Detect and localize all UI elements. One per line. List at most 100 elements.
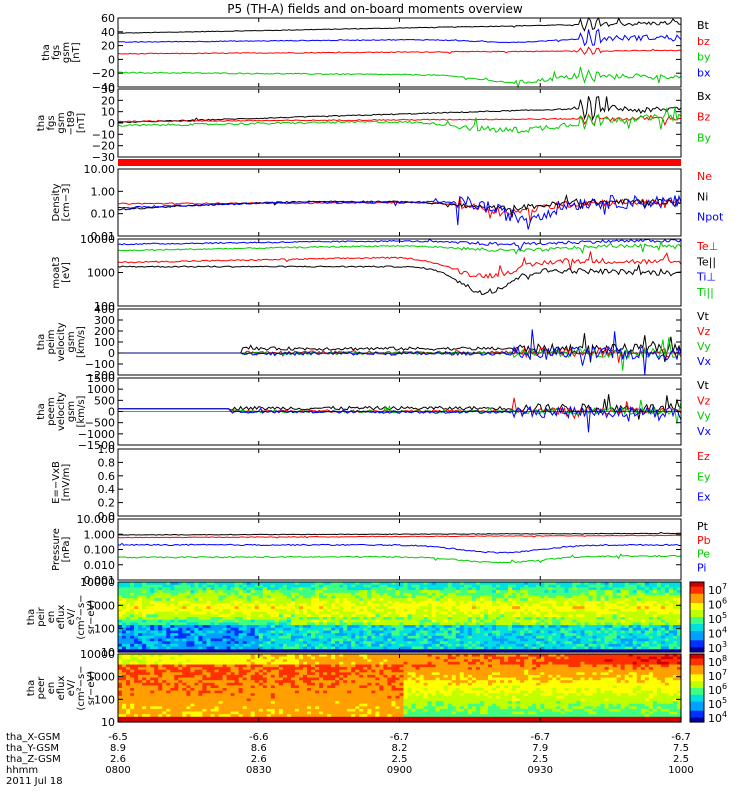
- spectrogram-cell: [572, 622, 577, 626]
- spectrogram-cell: [186, 698, 191, 702]
- spectrogram-cell: [451, 587, 457, 591]
- spectrogram-cell: [230, 646, 236, 650]
- spectrogram-cell: [238, 680, 244, 684]
- spectrogram-cell: [580, 584, 586, 588]
- spectrogram-cell: [122, 719, 127, 723]
- spectrogram-cell: [214, 661, 220, 665]
- spectrogram-cell: [182, 708, 187, 713]
- spectrogram-cell: [138, 711, 143, 715]
- spectrogram-cell: [612, 598, 618, 602]
- spectrogram-cell: [174, 582, 179, 586]
- spectrogram-cell: [403, 606, 409, 610]
- spectrogram-cell: [508, 630, 513, 634]
- spectrogram-cell: [198, 698, 203, 702]
- spectrogram-cell: [130, 716, 135, 720]
- spectrogram-cell: [451, 641, 457, 645]
- spectrogram-cell: [668, 606, 674, 610]
- spectrogram-cell: [230, 603, 236, 607]
- spectrogram-cell: [126, 719, 131, 723]
- spectrogram-cell: [359, 587, 364, 591]
- spectrogram-cell: [315, 600, 320, 605]
- spectrogram-cell: [479, 619, 485, 623]
- spectrogram-cell: [475, 617, 481, 621]
- colorbar-segment: [690, 624, 704, 627]
- y-tick-label: 400: [94, 303, 115, 316]
- spectrogram-cell: [677, 582, 682, 586]
- spectrogram-cell: [166, 667, 171, 671]
- spectrogram-cell: [158, 619, 163, 623]
- spectrogram-cell: [383, 582, 388, 586]
- spectrogram-cell: [556, 635, 561, 640]
- spectrogram-cell: [238, 654, 244, 658]
- spectrogram-cell: [142, 654, 147, 658]
- spectrogram-cell: [303, 600, 308, 605]
- spectrogram-cell: [290, 633, 296, 637]
- spectrogram-cell: [154, 672, 159, 676]
- colorbar-tick-label: 107: [708, 582, 727, 597]
- spectrogram-cell: [604, 592, 610, 597]
- spectrogram-cell: [512, 595, 517, 599]
- spectrogram-cell: [399, 619, 405, 623]
- spectrogram-cell: [319, 606, 324, 610]
- spectrogram-cell: [198, 603, 203, 607]
- spectrogram-cell: [532, 630, 537, 634]
- spectrogram-cell: [451, 633, 457, 637]
- spectrogram-cell: [383, 619, 388, 623]
- spectrogram-cell: [612, 582, 618, 586]
- spectrogram-cell: [170, 672, 175, 676]
- spectrogram-cell: [673, 641, 678, 645]
- spectrogram-cell: [154, 627, 159, 632]
- spectrogram-cell: [580, 595, 586, 599]
- spectrogram-cell: [166, 677, 171, 681]
- spectrogram-cell: [677, 611, 682, 615]
- spectrogram-cell: [262, 595, 268, 599]
- spectrogram-cell: [214, 677, 220, 681]
- spectrogram-cell: [588, 584, 594, 588]
- spectrogram-cell: [118, 693, 123, 697]
- spectrogram-cell: [419, 633, 425, 637]
- spectrogram-cell: [463, 582, 469, 586]
- spectrogram-cell: [632, 630, 638, 634]
- spectrogram-cell: [399, 627, 405, 632]
- spectrogram-cell: [516, 606, 521, 610]
- spectrogram-cell: [471, 600, 477, 605]
- spectrogram-cell: [343, 638, 348, 642]
- spectrogram-cell: [138, 667, 143, 671]
- spectrogram-cell: [564, 608, 569, 613]
- spectrogram-cell: [178, 635, 183, 640]
- spectrogram-cell: [536, 595, 541, 599]
- spectrogram-cell: [584, 646, 590, 650]
- spectrogram-cell: [250, 667, 256, 671]
- spectrogram-cell: [238, 659, 244, 663]
- spectrogram-cell: [294, 622, 300, 626]
- spectrogram-cell: [126, 611, 131, 615]
- spectrogram-cell: [379, 635, 384, 640]
- spectrogram-cell: [628, 617, 634, 621]
- spectrogram-cell: [572, 643, 577, 648]
- spectrogram-cell: [612, 641, 618, 645]
- spectrogram-cell: [214, 711, 220, 715]
- spectrogram-cell: [612, 603, 618, 607]
- spectrogram-cell: [270, 622, 276, 626]
- spectrogram-cell: [299, 590, 304, 594]
- spectrogram-cell: [246, 672, 252, 676]
- spectrogram-cell: [130, 584, 135, 588]
- spectrogram-cell: [592, 627, 598, 632]
- spectrogram-cell: [576, 584, 581, 588]
- spectrogram-cell: [664, 630, 670, 634]
- spectrogram-cell: [459, 587, 465, 591]
- spectrogram-cell: [246, 680, 252, 684]
- spectrogram-cell: [290, 619, 296, 623]
- spectrogram-cell: [282, 646, 288, 650]
- spectrogram-cell: [463, 606, 469, 610]
- spectrogram-cell: [580, 627, 586, 632]
- spectrogram-cell: [419, 627, 425, 632]
- spectrogram-cell: [564, 606, 569, 610]
- spectrogram-cell: [182, 680, 187, 684]
- spectrogram-cell: [194, 690, 199, 694]
- spectrogram-cell: [467, 608, 473, 613]
- spectrogram-cell: [496, 622, 501, 626]
- spectrogram-cell: [234, 716, 240, 720]
- spectrogram-cell: [596, 643, 602, 648]
- spectrogram-cell: [327, 646, 332, 650]
